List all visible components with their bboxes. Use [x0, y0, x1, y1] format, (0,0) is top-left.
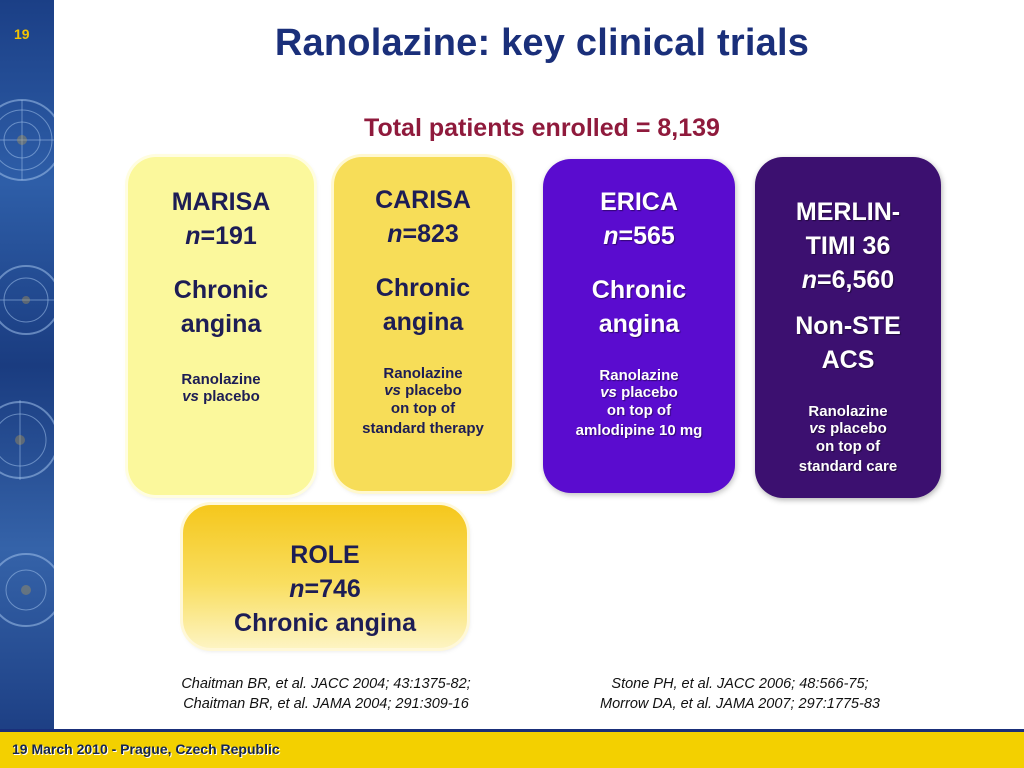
trial-condition: Non-STE ACS — [795, 312, 901, 374]
trial-detail: Ranolazine vs placebo — [808, 403, 888, 437]
trial-name: CARISA — [375, 186, 471, 214]
trial-n: n=6,560 — [801, 266, 895, 294]
trial-condition: Chronic angina — [375, 274, 471, 336]
trial-detail: Ranolazine vs placebo — [599, 367, 679, 401]
trial-name: ERICA — [600, 188, 678, 216]
trial-condition: Chronic angina — [234, 609, 416, 637]
trial-condition: Chronic angina — [591, 276, 687, 338]
trial-n: n=823 — [387, 220, 459, 248]
trial-card-merlin-timi-36: MERLIN- TIMI 36 n=6,560 Non-STE ACS Rano… — [755, 157, 941, 498]
slide-title: Ranolazine: key clinical trials — [274, 22, 810, 64]
footer-divider — [0, 729, 1024, 732]
trial-name: MARISA — [171, 188, 271, 216]
trial-n: n=746 — [289, 575, 361, 603]
references-right: Stone PH, et al. JACC 2006; 48:566-75; M… — [600, 676, 880, 712]
total-patients-subtitle: Total patients enrolled = 8,139 — [364, 114, 720, 142]
trial-name: ROLE — [290, 541, 360, 569]
trial-name: MERLIN- TIMI 36 — [795, 198, 901, 260]
trial-n: n=565 — [603, 222, 675, 250]
decorative-sidebar — [0, 0, 54, 732]
footer-event-text: 19 March 2010 - Prague, Czech Republic — [12, 741, 280, 757]
trial-detail: Ranolazine vs placebo — [383, 365, 463, 399]
trial-n: n=191 — [185, 222, 257, 250]
trial-card-marisa: MARISA n=191 Chronic angina Ranolazine v… — [128, 157, 314, 495]
references-left: Chaitman BR, et al. JACC 2004; 43:1375-8… — [181, 676, 471, 712]
trial-card-carisa: CARISA n=823 Chronic angina Ranolazine v… — [334, 157, 512, 491]
footer-bar: 19 March 2010 - Prague, Czech Republic — [0, 732, 1024, 768]
trial-card-role: ROLE n=746 Chronic angina — [183, 505, 467, 648]
trial-condition: Chronic angina — [173, 276, 269, 338]
trial-card-erica: ERICA n=565 Chronic angina Ranolazine vs… — [543, 159, 735, 493]
trial-detail: Ranolazine vs placebo — [181, 371, 261, 405]
astronomical-clock-image — [0, 99, 54, 627]
slide-number: 19 — [14, 26, 30, 42]
